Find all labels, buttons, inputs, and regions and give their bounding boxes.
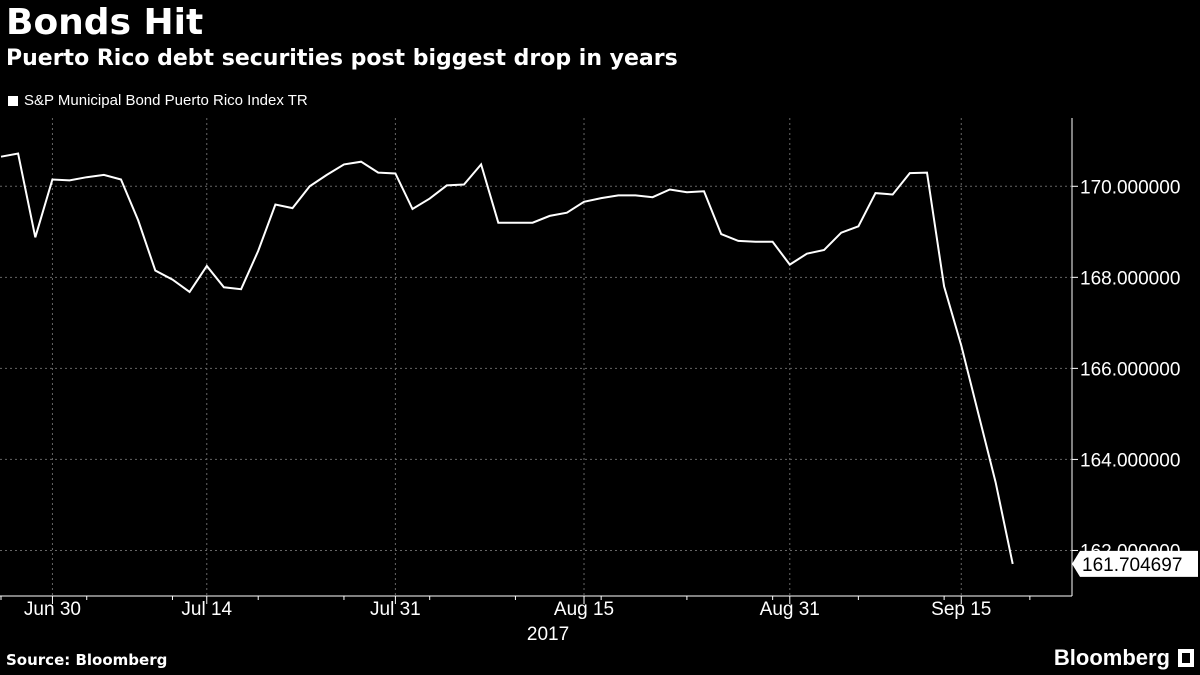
- chart-subtitle: Puerto Rico debt securities post biggest…: [6, 46, 678, 71]
- brand-logo: Bloomberg: [1054, 645, 1194, 671]
- x-tick-label: Jul 14: [181, 599, 232, 620]
- x-tick-label: Jul 31: [370, 599, 421, 620]
- y-tick-label: 170.000000: [1080, 177, 1180, 198]
- legend: S&P Municipal Bond Puerto Rico Index TR: [8, 92, 308, 109]
- x-tick-label: Sep 15: [931, 599, 991, 620]
- source-label: Source: Bloomberg: [6, 651, 168, 669]
- x-tick-label: Aug 31: [760, 599, 820, 620]
- x-year-label: 2017: [527, 624, 569, 645]
- legend-swatch: [8, 95, 18, 106]
- y-tick-label: 164.000000: [1080, 450, 1180, 471]
- legend-label: S&P Municipal Bond Puerto Rico Index TR: [24, 92, 308, 109]
- brand-name: Bloomberg: [1053, 645, 1170, 670]
- y-tick-label: 166.000000: [1080, 359, 1180, 380]
- last-value-box: [1072, 550, 1198, 577]
- x-tick-label: Jun 30: [24, 599, 81, 620]
- bloomberg-icon: [1178, 649, 1194, 667]
- chart-title: Bonds Hit: [6, 2, 204, 43]
- series-line: [0, 152, 1014, 565]
- y-tick-label: 168.000000: [1080, 268, 1180, 289]
- x-tick-label: Aug 15: [554, 599, 614, 620]
- last-value-label: 161.704697: [1082, 555, 1182, 576]
